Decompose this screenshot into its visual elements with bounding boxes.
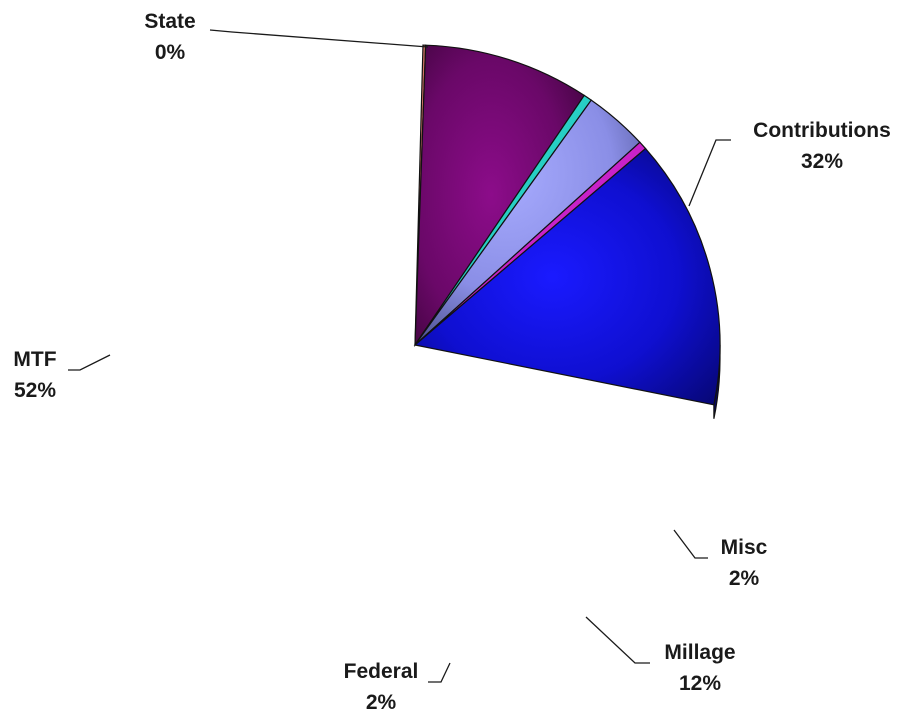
pie-slice-contributions bbox=[414, 44, 586, 348]
leader-line-contributions bbox=[688, 139, 731, 207]
pie-slice-mtf bbox=[413, 147, 721, 406]
leader-line-misc bbox=[673, 529, 708, 559]
leader-line-state bbox=[209, 29, 429, 48]
slice-label-millage: Millage bbox=[664, 641, 735, 664]
leader-line-mtf bbox=[68, 354, 111, 371]
slice-value-millage: 12% bbox=[679, 672, 721, 695]
leader-lines bbox=[68, 29, 731, 683]
leader-line-federal bbox=[428, 662, 451, 683]
slice-value-mtf: 52% bbox=[14, 379, 56, 402]
slice-value-contributions: 32% bbox=[801, 150, 843, 173]
slice-value-state: 0% bbox=[155, 41, 186, 64]
slice-label-misc: Misc bbox=[721, 536, 768, 559]
leader-line-millage bbox=[585, 616, 650, 664]
slice-label-contributions: Contributions bbox=[753, 119, 891, 142]
slice-value-misc: 2% bbox=[729, 567, 760, 590]
slice-value-federal: 2% bbox=[366, 691, 397, 714]
slice-labels: State 0% Contributions 32% Misc 2% Millage 12% F… bbox=[13, 10, 890, 714]
slice-label-federal: Federal bbox=[344, 660, 419, 683]
slice-label-mtf: MTF bbox=[13, 348, 56, 371]
slice-label-state: State bbox=[144, 10, 195, 33]
pie-slice-layer bbox=[413, 44, 721, 406]
